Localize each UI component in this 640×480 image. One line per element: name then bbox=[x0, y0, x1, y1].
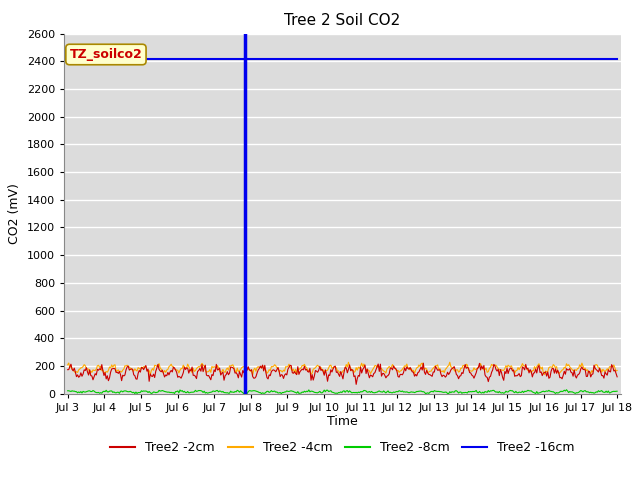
Title: Tree 2 Soil CO2: Tree 2 Soil CO2 bbox=[284, 13, 401, 28]
Text: TZ_soilco2: TZ_soilco2 bbox=[70, 48, 142, 61]
Legend: Tree2 -2cm, Tree2 -4cm, Tree2 -8cm, Tree2 -16cm: Tree2 -2cm, Tree2 -4cm, Tree2 -8cm, Tree… bbox=[106, 436, 579, 459]
X-axis label: Time: Time bbox=[327, 415, 358, 429]
Y-axis label: CO2 (mV): CO2 (mV) bbox=[8, 183, 21, 244]
